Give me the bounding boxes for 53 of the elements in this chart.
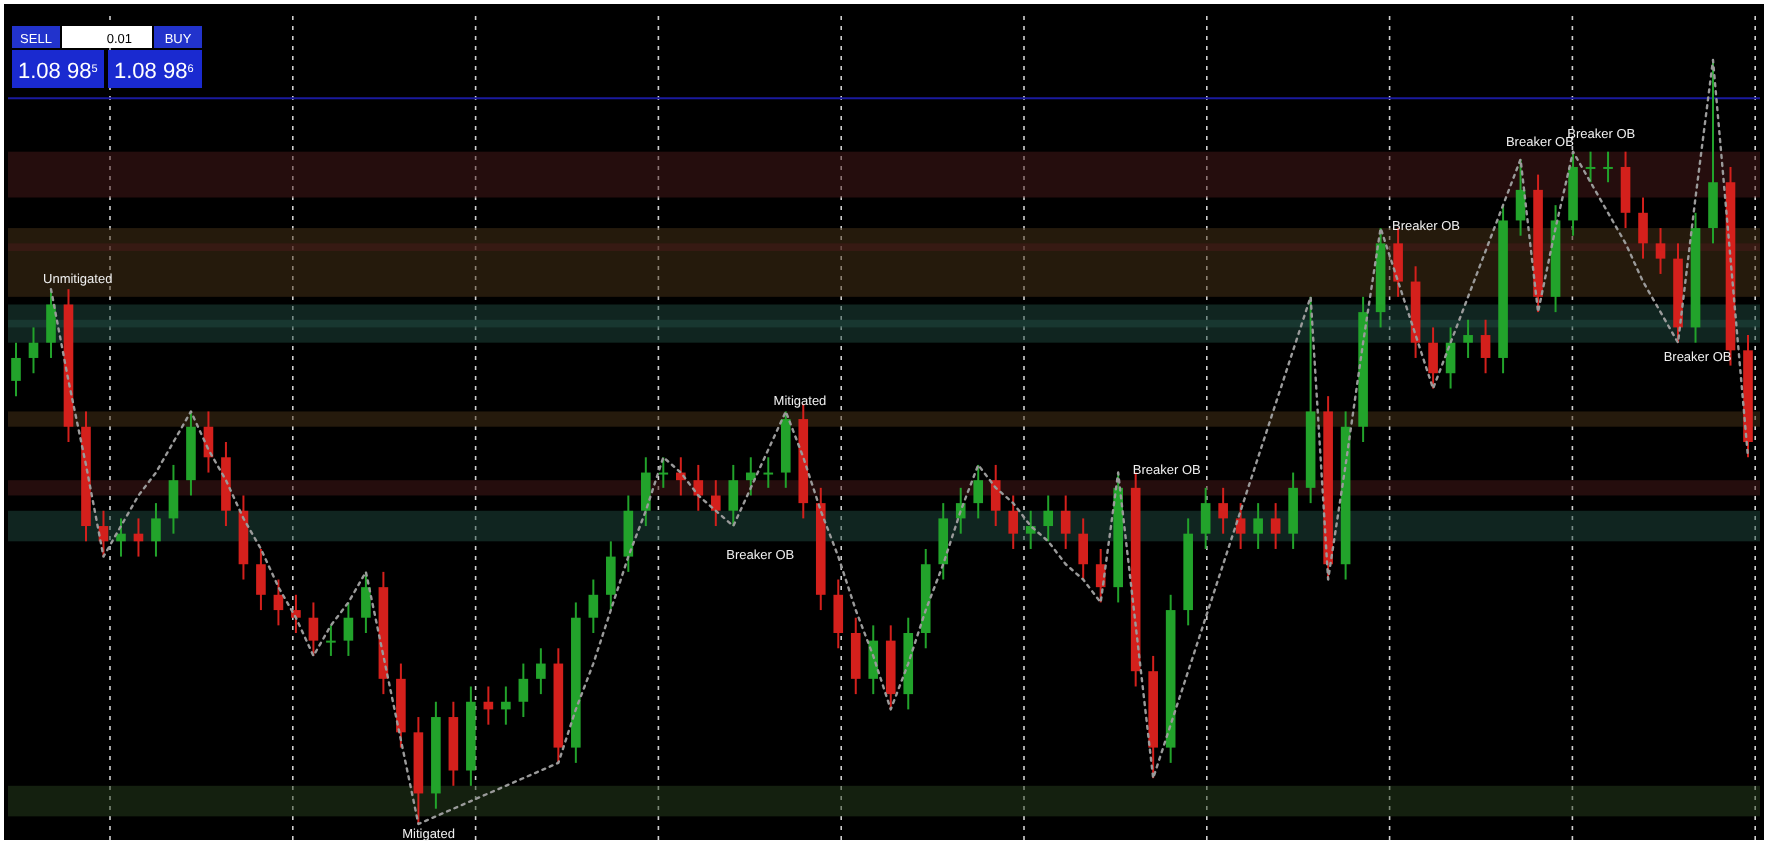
candlestick [728,463,739,528]
candlestick [938,502,949,581]
candlestick [308,601,319,657]
candlestick [1235,502,1246,550]
candlestick [361,570,371,634]
candlestick [1218,486,1228,535]
candlestick [1620,150,1631,230]
candlestick [763,456,774,489]
candlestick [501,685,511,726]
candlestick [1270,502,1281,550]
candlestick [28,326,39,375]
candlestick [518,662,529,719]
candlestick [1008,494,1019,550]
candlestick [623,494,634,573]
candlestick [1428,326,1438,390]
candlestick [1393,227,1403,298]
candlestick [326,624,336,657]
candlestick [710,479,721,528]
candlestick [1655,227,1666,275]
candlestick [1708,59,1718,245]
candlestick [658,456,669,489]
candlestick [1463,318,1473,359]
candlestick [1200,486,1211,550]
candlestick [1288,471,1298,550]
candlestick [168,463,179,535]
candlestick [641,456,651,528]
annotation: 1.08 98$^{5}$ [18,60,98,84]
candlestick [606,540,616,612]
candlestick [273,578,284,627]
candlestick [343,601,354,657]
candlestick [1585,150,1596,184]
candlestick [693,463,704,512]
candlestick [990,463,1001,528]
candlestick [256,547,266,612]
candlestick [868,624,879,696]
candlestick [1603,150,1613,184]
candlestick [833,578,844,650]
candlestick [1060,494,1071,550]
candlestick [973,463,984,520]
candlestick [850,616,861,696]
candlestick [588,578,599,634]
candlestick [1638,196,1648,260]
candlestick [46,288,56,359]
candlestick [1078,517,1088,581]
annotation: 1.08 98$^{6}$ [114,60,194,84]
candlestick [1480,318,1491,375]
candlestick [1043,494,1054,543]
candlestick [1253,502,1263,550]
candlestick [116,517,126,558]
candlestick [1025,509,1036,550]
candlestick [151,502,161,558]
candlestick [11,341,21,398]
candlestick [536,647,546,696]
